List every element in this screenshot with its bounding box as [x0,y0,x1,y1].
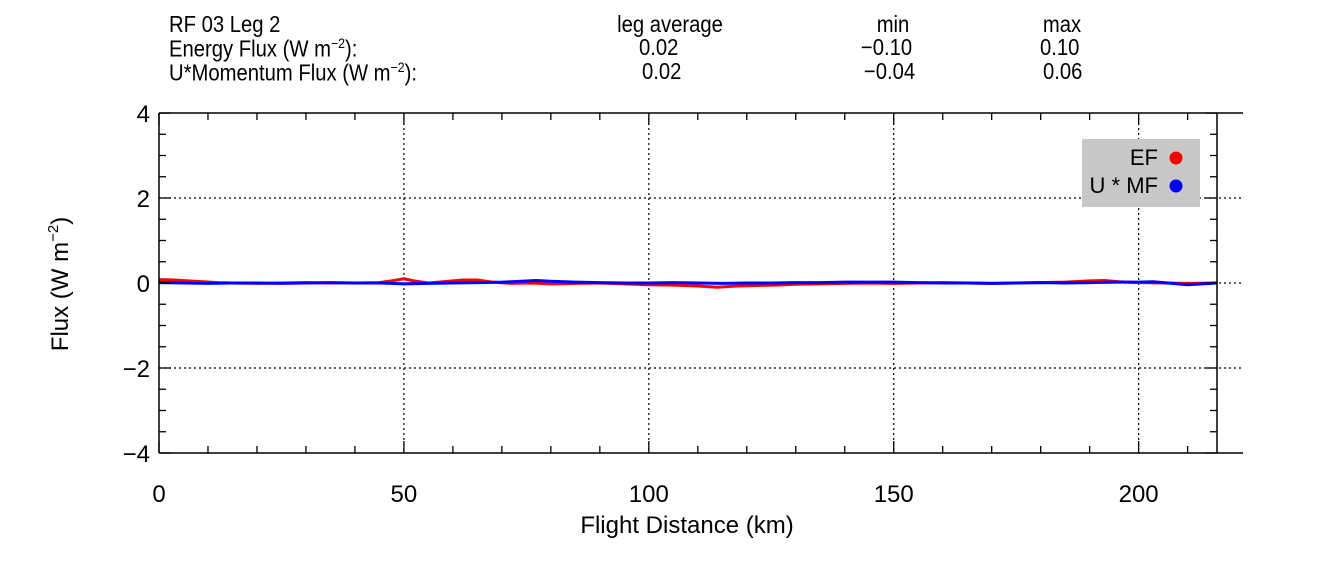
chart-title: RF 03 Leg 2 [169,11,281,37]
tick-labels: 0 50 100 150 200 −4 −2 0 2 4 [123,101,1159,508]
x-tick-label: 200 [1119,481,1159,508]
energy-flux-average: 0.02 [638,34,679,60]
axis-ticks [158,112,1217,454]
x-tick-label: 150 [874,481,914,508]
u-momentum-flux-min: −0.04 [863,58,916,84]
legend-label: U * MF [1090,173,1158,198]
series-line-u-mf [158,278,1218,287]
x-axis-title: Flight Distance (km) [580,512,793,539]
energy-flux-min: −0.10 [860,34,913,60]
y-tick-label: 2 [137,186,150,213]
y-tick-label: −2 [123,356,150,383]
row-label-u-momentum-flux: U*Momentum Flux (W m−2): [169,59,417,86]
y-tick-label: 0 [137,271,150,298]
energy-flux-max: 0.10 [1039,34,1080,60]
u-momentum-flux-average: 0.02 [641,58,682,84]
u-momentum-flux-max: 0.06 [1042,58,1083,84]
column-header-max: max [1042,11,1082,37]
column-header-leg-average: leg average [617,11,723,37]
x-tick-label: 100 [629,481,669,508]
legend-label: EF [1130,145,1158,170]
row-label-energy-flux: Energy Flux (W m−2): [169,35,358,62]
x-tick-label: 0 [152,481,165,508]
legend: EF U * MF [1082,139,1200,207]
column-header-min: min [876,11,910,37]
y-tick-label: 4 [137,101,150,128]
x-tick-label: 50 [391,481,418,508]
legend-marker [1169,179,1183,193]
y-tick-label: −4 [123,441,150,468]
legend-marker [1169,151,1183,165]
legend-box [1082,139,1200,207]
series-lines [158,277,1218,289]
y-axis-title: Flux (W m−2) [45,217,74,351]
